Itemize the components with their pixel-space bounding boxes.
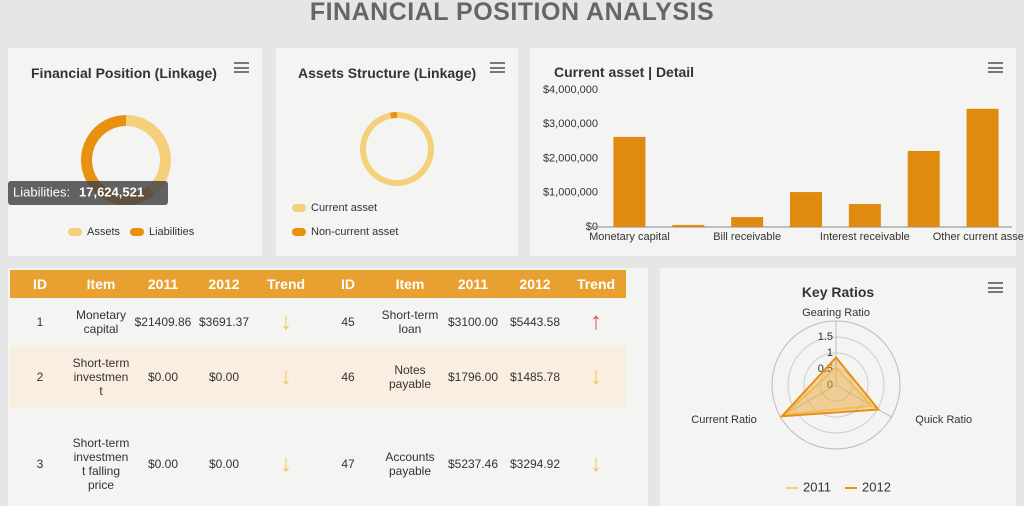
table-cell: 3 xyxy=(36,457,44,471)
y-tick-label: $3,000,000 xyxy=(543,118,598,130)
trend-arrow: ↓ xyxy=(280,308,292,335)
x-tick-label: Other current assets xyxy=(933,231,1024,243)
tooltip-name: Liabilities: xyxy=(13,184,70,199)
table-cell: $0.00 xyxy=(194,346,254,408)
menu-button[interactable] xyxy=(988,62,1003,73)
tooltip-value: 17,624,521 xyxy=(79,184,144,199)
legend-icon xyxy=(292,204,306,212)
radar-area xyxy=(781,365,875,416)
bar xyxy=(848,204,881,227)
bar xyxy=(966,108,999,227)
bar xyxy=(907,150,940,227)
column-header: Trend xyxy=(254,270,318,298)
pie-slice xyxy=(126,115,171,195)
panel-title: Current asset | Detail xyxy=(554,64,695,80)
table-cell: $21409.86 xyxy=(134,315,192,329)
page-title: FINANCIAL POSITION ANALYSIS xyxy=(309,0,715,26)
legend-label: Assets xyxy=(87,226,121,238)
menu-button[interactable] xyxy=(234,62,249,73)
trend-arrow: ↓ xyxy=(280,450,292,477)
radar-area xyxy=(779,355,881,418)
column-header: 2012 xyxy=(194,270,254,298)
column-header: Item xyxy=(70,270,132,298)
table-cell: $1485.78 xyxy=(504,346,566,408)
trend-arrow: ↑ xyxy=(590,308,602,335)
radar-tick-label: 1 xyxy=(827,347,833,359)
menu-button[interactable] xyxy=(988,282,1003,293)
panel-title: Key Ratios xyxy=(801,284,875,300)
panel xyxy=(660,268,1016,506)
column-header: Trend xyxy=(566,270,626,298)
column-header: 2011 xyxy=(132,270,194,298)
bar xyxy=(790,192,822,227)
table-cell: $0.00 xyxy=(208,457,240,471)
legend-icon xyxy=(292,228,306,236)
radar-axis xyxy=(780,384,837,418)
table-cell: 47 xyxy=(341,457,355,471)
table-row: 3 Short-term investment falling price $0.0… xyxy=(10,408,626,506)
column-header: ID xyxy=(10,270,70,298)
menu-button[interactable] xyxy=(490,62,505,73)
table-cell: $5443.58 xyxy=(509,315,561,329)
bar xyxy=(731,217,764,227)
panel xyxy=(276,48,518,256)
radar-tick-label: 0 xyxy=(827,379,833,391)
legend-icon xyxy=(68,228,82,236)
table-row: 1 Monetary capital $21409.86 $3691.37 ↓ 45 Sho… xyxy=(10,298,626,346)
table-row: 2 Short-term investment $0.00 $0.00 ↓ 46 Notes… xyxy=(10,346,626,408)
panel xyxy=(8,48,262,256)
trend-arrow: ↓ xyxy=(254,346,318,408)
trend-arrow: ↓ xyxy=(590,450,602,477)
table-cell: 1 xyxy=(36,315,44,329)
table-cell: Short-term investment xyxy=(70,346,132,408)
bar xyxy=(672,224,705,227)
column-header: 2012 xyxy=(504,270,566,298)
table-cell: Short-term loan xyxy=(381,308,439,336)
legend-label: 2011 xyxy=(803,479,831,494)
table-cell: Monetary capital xyxy=(75,308,127,336)
y-tick-label: $2,000,000 xyxy=(543,152,598,164)
column-header: 2011 xyxy=(442,270,504,298)
table-cell: $3691.37 xyxy=(198,315,250,329)
table-cell: $1796.00 xyxy=(442,346,504,408)
table-cell: Notes payable xyxy=(378,346,442,408)
tooltip xyxy=(8,181,168,205)
bar xyxy=(613,136,646,227)
panel-title: Assets Structure (Linkage) xyxy=(298,65,477,81)
column-header: Item xyxy=(378,270,442,298)
x-tick-label: Monetary capital xyxy=(589,231,670,243)
pie-slice xyxy=(390,112,397,119)
indicator-label: Current Ratio xyxy=(691,414,756,426)
legend-label: 2012 xyxy=(862,479,891,494)
pie-slice xyxy=(360,111,435,186)
legend-label: Liabilities xyxy=(149,226,195,238)
column-header: ID xyxy=(318,270,378,298)
table-cell: Short-term investment falling price xyxy=(72,436,130,492)
radar-tick-label: 1.5 xyxy=(818,331,833,343)
legend-label: Non-current asset xyxy=(311,226,398,238)
panel-title: Financial Position (Linkage) xyxy=(31,65,217,81)
legend-icon xyxy=(130,228,144,236)
table-cell: $5237.46 xyxy=(447,457,499,471)
x-tick-label: Bill receivable xyxy=(713,231,781,243)
table-cell: $3100.00 xyxy=(447,315,499,329)
table-cell: 2 xyxy=(10,346,70,408)
y-tick-label: $4,000,000 xyxy=(543,84,598,96)
table-cell: 46 xyxy=(318,346,378,408)
y-tick-label: $1,000,000 xyxy=(543,187,598,199)
x-tick-label: Interest receivable xyxy=(820,231,910,243)
table-cell: $3294.92 xyxy=(509,457,561,471)
table-cell: 45 xyxy=(341,315,355,329)
indicator-label: Gearing Ratio xyxy=(802,307,870,319)
radar-axis xyxy=(835,384,892,418)
table-cell: $0.00 xyxy=(147,457,179,471)
indicator-label: Quick Ratio xyxy=(915,414,972,426)
table-cell: $0.00 xyxy=(132,346,194,408)
trend-arrow: ↓ xyxy=(566,346,626,408)
table-cell: Accounts payable xyxy=(385,450,435,478)
data-table: ID Item 2011 2012 Trend ID Item 2011 2012 Trend 1 M… xyxy=(10,270,626,506)
legend-label: Current asset xyxy=(311,202,377,214)
